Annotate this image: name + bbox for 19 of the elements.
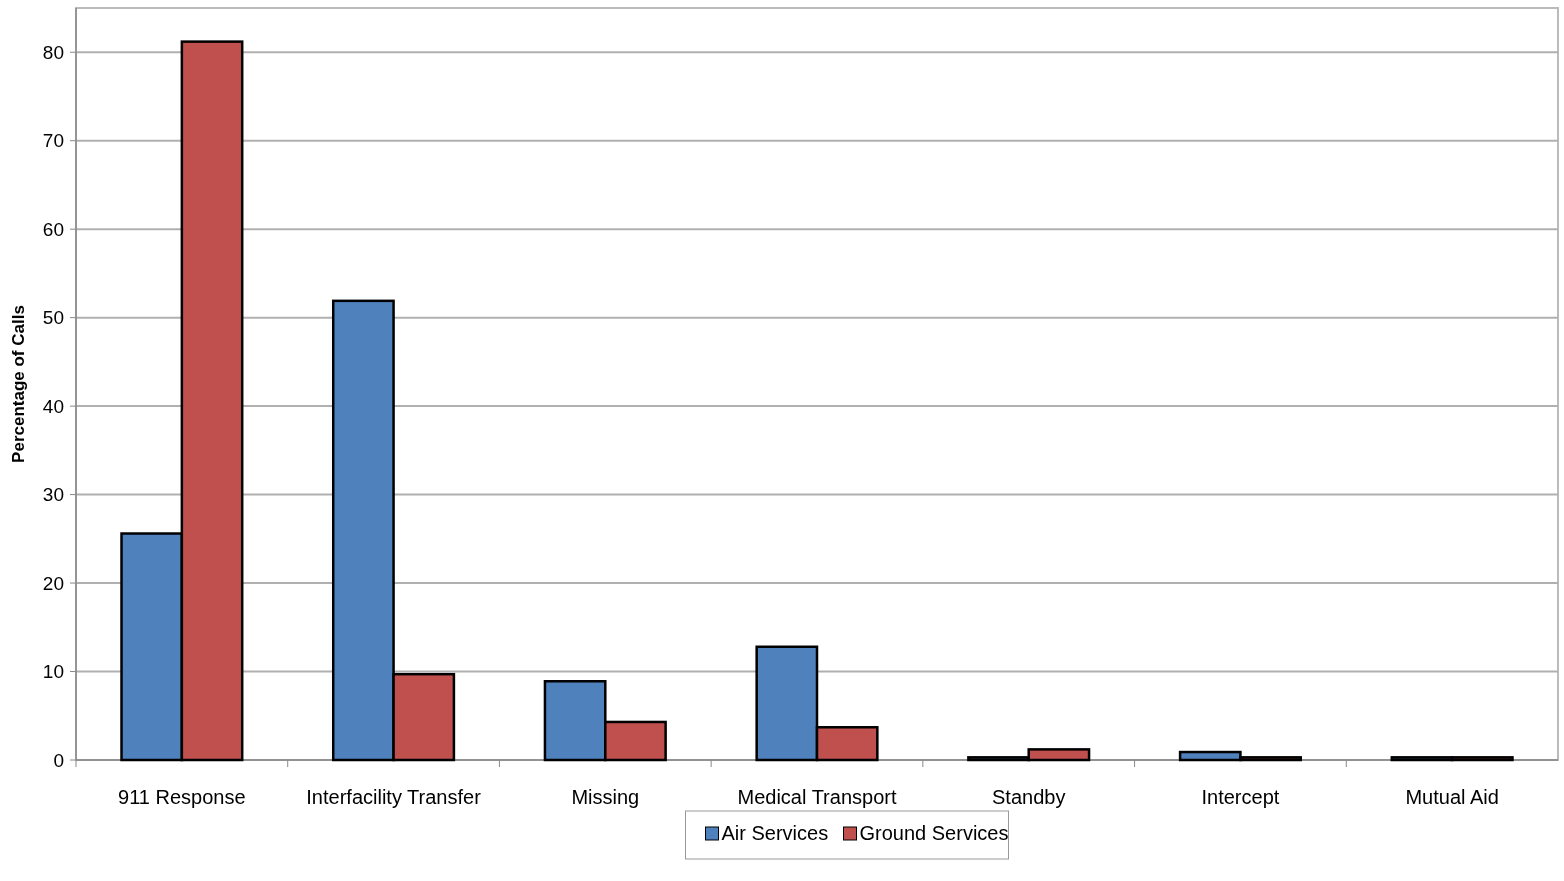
legend-label: Ground Services: [859, 822, 1009, 844]
x-tick-label: Medical Transport: [737, 786, 897, 808]
x-tick-label: 911 Response: [118, 786, 246, 808]
x-tick-label: Mutual Aid: [1405, 786, 1499, 808]
y-tick-label: 80: [42, 41, 64, 63]
x-tick-label: Intercept: [1201, 786, 1280, 808]
y-tick-label: 50: [42, 307, 64, 329]
y-tick-label: 40: [42, 395, 64, 417]
y-tick-label: 60: [42, 218, 64, 240]
x-tick-label: Missing: [571, 786, 640, 808]
x-tick-label: Interfacility Transfer: [306, 786, 482, 808]
legend-label: Air Services: [721, 822, 829, 844]
y-tick-label: 20: [42, 572, 64, 594]
y-tick-label: 70: [42, 130, 64, 152]
y-axis-title: Percentage of Calls: [9, 305, 28, 463]
y-tick-label: 30: [42, 484, 64, 506]
y-tick-label: 10: [42, 661, 64, 683]
y-tick-label: 0: [53, 749, 64, 771]
x-tick-label: Standby: [992, 786, 1066, 808]
